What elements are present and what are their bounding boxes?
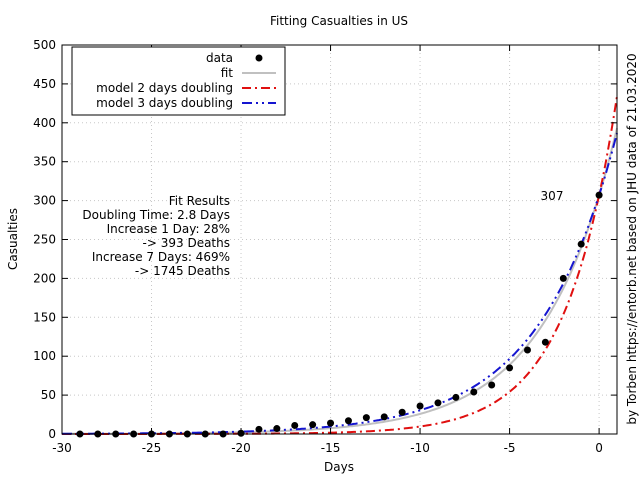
x-tick-label: -15 <box>321 441 341 455</box>
data-point <box>398 408 406 416</box>
x-axis-label: Days <box>324 460 354 474</box>
y-tick-label: 100 <box>33 349 56 363</box>
fit-results-line: -> 393 Deaths <box>143 236 230 250</box>
data-point <box>273 425 281 433</box>
y-tick-label: 150 <box>33 310 56 324</box>
data-point <box>344 417 352 425</box>
data-point <box>541 338 549 346</box>
data-point <box>291 421 299 429</box>
x-tick-label: -20 <box>231 441 251 455</box>
data-point <box>416 402 424 410</box>
fit-curve <box>62 127 618 435</box>
x-axis: -30 -25 -20 -15 -10 -5 0 <box>52 45 603 455</box>
x-tick-label: -25 <box>142 441 162 455</box>
chart-title: Fitting Casualties in US <box>270 14 408 28</box>
y-axis-label: Casualties <box>6 208 20 270</box>
y-tick-label: 500 <box>33 38 56 52</box>
last-value-label: 307 <box>541 189 564 203</box>
x-tick-label: -30 <box>52 441 72 455</box>
y-tick-label: 350 <box>33 155 56 169</box>
y-tick-label: 200 <box>33 271 56 285</box>
legend-label-fit: fit <box>221 66 234 80</box>
data-point <box>327 419 335 427</box>
legend-marker-data <box>255 54 263 62</box>
data-point <box>434 399 442 407</box>
y-tick-label: 300 <box>33 194 56 208</box>
y-tick-label: 0 <box>48 427 56 441</box>
data-point <box>255 425 263 433</box>
legend-label-data: data <box>206 51 233 65</box>
y-tick-label: 50 <box>41 388 56 402</box>
legend-label-model-2: model 2 days doubling <box>96 81 233 95</box>
data-points <box>76 191 603 438</box>
data-point <box>362 414 370 422</box>
fit-results-line: Increase 1 Day: 28% <box>107 222 230 236</box>
fit-results-line: -> 1745 Deaths <box>135 264 230 278</box>
x-tick-label: -10 <box>410 441 430 455</box>
y-tick-label: 450 <box>33 77 56 91</box>
fit-results-line: Increase 7 Days: 469% <box>92 250 230 264</box>
y-axis: 0 50 100 150 200 250 300 350 400 450 500 <box>33 38 617 441</box>
data-point <box>309 421 317 429</box>
data-point <box>470 388 478 396</box>
x-tick-label: -5 <box>504 441 516 455</box>
legend-label-model-3: model 3 days doubling <box>96 96 233 110</box>
data-point <box>506 364 514 372</box>
model-3-days-curve <box>62 132 618 435</box>
data-point <box>488 381 496 389</box>
legend: data fit model 2 days doubling model 3 d… <box>71 46 286 116</box>
data-point <box>380 413 388 421</box>
data-point <box>577 240 585 248</box>
data-point <box>559 274 567 282</box>
data-point <box>452 393 460 401</box>
fit-results-box: Fit Results Doubling Time: 2.8 Days Incr… <box>82 194 230 278</box>
y-tick-label: 250 <box>33 233 56 247</box>
y-tick-label: 400 <box>33 116 56 130</box>
data-point <box>523 346 531 354</box>
x-tick-label: 0 <box>595 441 603 455</box>
model-2-days-curve <box>62 96 618 435</box>
credit-text: by Torben https://entorb.net based on JH… <box>625 53 639 424</box>
fit-results-line: Doubling Time: 2.8 Days <box>82 208 230 222</box>
fit-results-title: Fit Results <box>169 194 230 208</box>
data-point <box>595 191 603 199</box>
